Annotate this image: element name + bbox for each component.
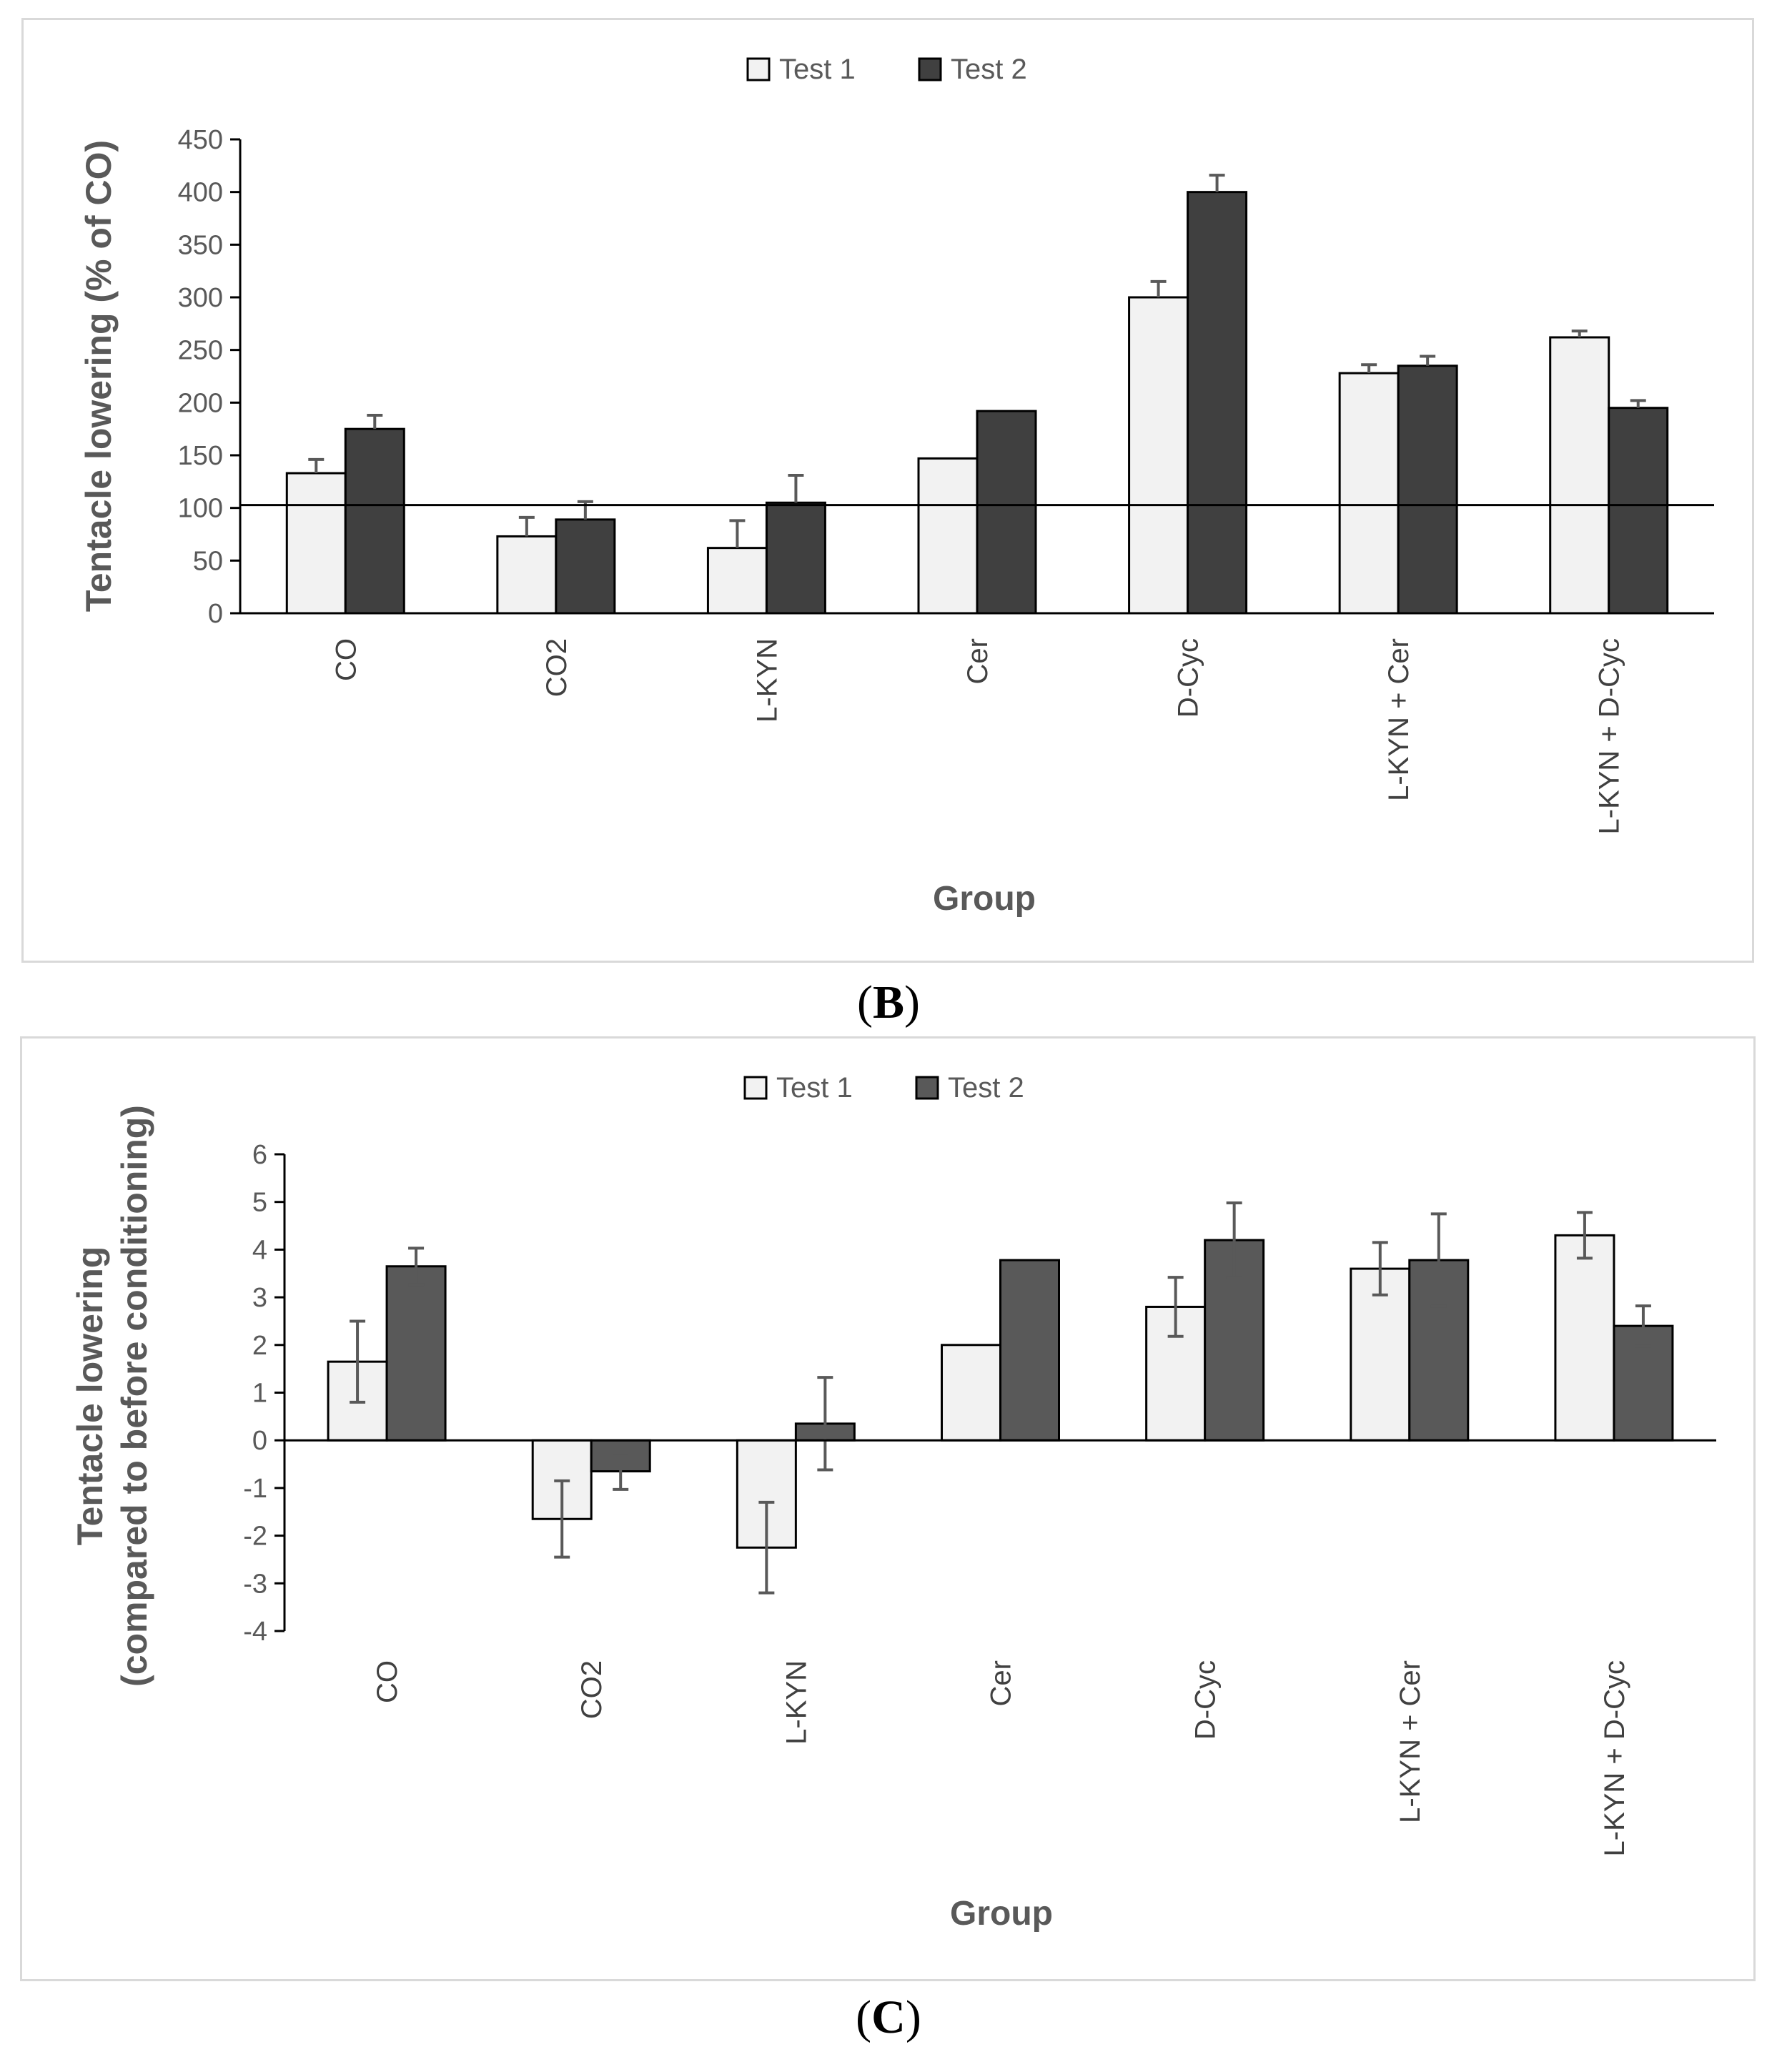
y-tick-label: 3 [252, 1283, 267, 1313]
y-tick-label: 400 [178, 178, 223, 208]
x-tick-label: L-KYN + D-Cyc [1594, 638, 1625, 835]
bar-test-1 [917, 457, 979, 615]
bar-test-1 [1350, 1267, 1411, 1442]
x-tick-label: CO [330, 638, 362, 681]
caption-b-letter: B [872, 976, 905, 1028]
y-tick-label: 50 [193, 546, 223, 576]
y-tick-label: 5 [252, 1188, 267, 1218]
y-tick-label: -2 [243, 1522, 267, 1552]
y-tick-label: -3 [243, 1569, 267, 1599]
bar-test-2 [1187, 191, 1248, 615]
y-tick-label: -4 [243, 1617, 267, 1647]
y-tick-label: 2 [252, 1331, 267, 1361]
x-tick-label: L-KYN + Cer [1383, 638, 1415, 801]
bar-test-2 [385, 1265, 447, 1442]
y-tick-label: 450 [178, 125, 223, 155]
bar-test-2 [344, 427, 405, 615]
bar-test-1 [1554, 1234, 1615, 1442]
legend-label-2: Test 2 [948, 1072, 1024, 1104]
x-tick-label: Cer [962, 638, 994, 684]
chart-panel-b: Test 1 Test 2 0 50 100 150 200 250 300 350 400 450 C… [21, 18, 1754, 963]
chart-panel-c: Test 1 Test 2 -4 -3 -2 -1 0 1 2 3 4 5 6 CO CO2 L-KYN Cer… [20, 1036, 1756, 1981]
x-tick-label: L-KYN [751, 638, 783, 723]
x-tick-label: Cer [986, 1660, 1017, 1706]
x-tick-label: L-KYN [781, 1660, 812, 1745]
x-tick-label: D-Cyc [1190, 1660, 1222, 1740]
y-tick-label: 350 [178, 230, 223, 260]
y-tick-label: 200 [178, 388, 223, 418]
x-tick-label: D-Cyc [1173, 638, 1204, 718]
bar-test-1 [285, 472, 347, 615]
y-tick-label: 1 [252, 1379, 267, 1409]
bar-test-2 [999, 1259, 1060, 1442]
bar-test-1 [1338, 372, 1400, 615]
y-tick-label: -1 [243, 1474, 267, 1504]
chart-b-svg: Test 1 Test 2 0 50 100 150 200 250 300 350 400 450 C… [79, 54, 1714, 918]
y-tick-label: 100 [178, 494, 223, 524]
bar-test-2 [765, 501, 826, 615]
x-axis-title: Group [933, 880, 1036, 918]
bar-test-1 [1549, 336, 1610, 615]
bar-test-1 [736, 1439, 797, 1549]
x-tick-label: L-KYN + Cer [1395, 1660, 1426, 1823]
y-tick-label: 4 [252, 1235, 267, 1265]
legend-label-1: Test 1 [779, 54, 856, 85]
legend-swatch-1 [746, 57, 771, 81]
bar-test-1 [941, 1344, 1001, 1442]
bar-test-2 [1608, 407, 1669, 615]
legend-swatch-2 [918, 57, 942, 81]
x-tick-label: CO2 [541, 638, 573, 697]
y-axis-title: Tentacle lowering [70, 1246, 110, 1546]
y-tick-label: 6 [252, 1140, 267, 1170]
y-tick-label: 300 [178, 283, 223, 313]
bar-test-2 [1397, 365, 1458, 615]
legend-swatch-1 [743, 1076, 768, 1100]
y-tick-label: 250 [178, 336, 223, 366]
x-axis-title: Group [950, 1895, 1053, 1933]
bar-test-1 [1128, 296, 1189, 615]
y-tick-label: 0 [252, 1426, 267, 1456]
x-tick-label: L-KYN + D-Cyc [1599, 1660, 1630, 1857]
y-axis-title: Tentacle lowering (% of CO) [79, 140, 119, 612]
y-axis-title: (compared to before conditioning) [114, 1105, 154, 1687]
bar-test-1 [706, 547, 768, 615]
caption-c: (C) [856, 1991, 921, 2043]
y-tick-label: 150 [178, 441, 223, 471]
x-tick-label: CO [372, 1660, 403, 1703]
bar-test-2 [976, 410, 1037, 615]
legend-label-1: Test 1 [776, 1072, 853, 1104]
legend-label-2: Test 2 [951, 54, 1027, 85]
chart-c-svg: Test 1 Test 2 -4 -3 -2 -1 0 1 2 3 4 5 6 CO CO2 L-KYN Cer… [70, 1072, 1716, 1933]
bar-test-2 [555, 518, 616, 615]
legend-swatch-2 [915, 1076, 939, 1100]
caption-b: (B) [857, 976, 920, 1028]
x-tick-label: CO2 [576, 1660, 608, 1719]
bar-test-1 [496, 535, 558, 615]
caption-c-letter: C [871, 1991, 906, 2043]
y-tick-label: 0 [208, 599, 223, 629]
